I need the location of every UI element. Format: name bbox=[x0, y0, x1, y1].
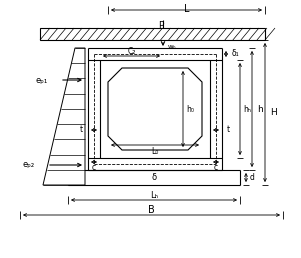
Text: c: c bbox=[92, 164, 96, 173]
Text: hₕ: hₕ bbox=[243, 104, 251, 114]
Text: L₀: L₀ bbox=[151, 147, 159, 156]
Text: P: P bbox=[158, 20, 164, 29]
Text: h: h bbox=[257, 104, 263, 114]
Text: H: H bbox=[270, 108, 277, 117]
Text: δ₁: δ₁ bbox=[232, 50, 240, 59]
Text: c: c bbox=[214, 164, 218, 173]
Polygon shape bbox=[43, 48, 85, 185]
Text: h₀: h₀ bbox=[186, 104, 194, 114]
Text: w₀: w₀ bbox=[168, 44, 176, 50]
Text: d: d bbox=[250, 173, 255, 182]
Text: t: t bbox=[80, 125, 83, 134]
Text: δ: δ bbox=[151, 173, 157, 182]
Text: B: B bbox=[148, 205, 155, 215]
Text: t: t bbox=[227, 125, 230, 134]
Text: C₂: C₂ bbox=[127, 46, 136, 55]
Text: Lₕ: Lₕ bbox=[150, 190, 158, 199]
Text: L: L bbox=[184, 4, 189, 14]
Polygon shape bbox=[108, 68, 202, 150]
Text: eₚ₁: eₚ₁ bbox=[36, 76, 48, 85]
Text: eₚ₂: eₚ₂ bbox=[23, 160, 35, 170]
Bar bbox=[40, 28, 265, 40]
